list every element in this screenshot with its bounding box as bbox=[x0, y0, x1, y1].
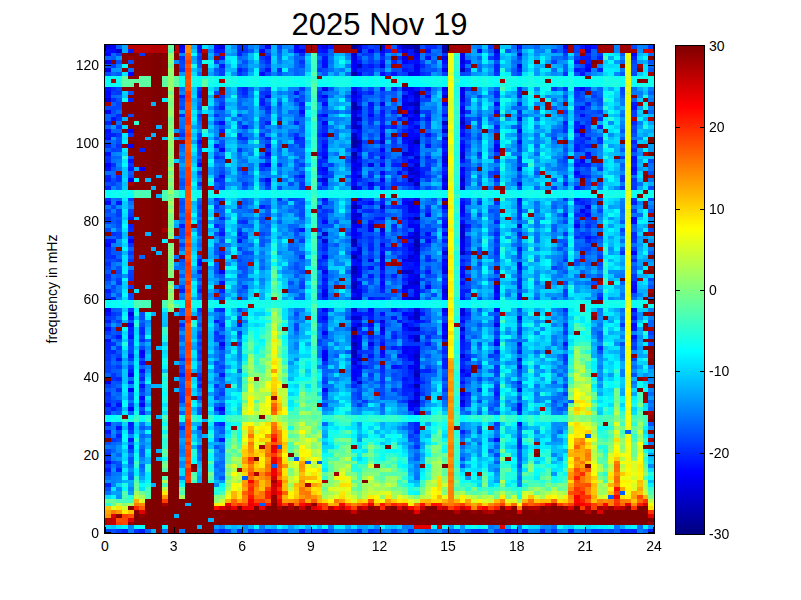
x-tick-label: 24 bbox=[634, 538, 674, 554]
x-tick-label: 6 bbox=[222, 538, 262, 554]
x-tick-label: 18 bbox=[497, 538, 537, 554]
y-tick-label: 60 bbox=[59, 291, 99, 307]
colorbar-tick-label: 20 bbox=[709, 119, 753, 135]
colorbar-tick-label: 0 bbox=[709, 282, 753, 298]
x-tick-label: 3 bbox=[154, 538, 194, 554]
x-tick-label: 21 bbox=[565, 538, 605, 554]
spectrogram-figure: 2025 Nov 19 frequency in mHz 0 3 6 9 12 15 18 2… bbox=[0, 0, 801, 600]
y-axis-label: frequency in mHz bbox=[44, 159, 60, 419]
colorbar-tick-label: -30 bbox=[709, 526, 753, 542]
y-tick-label: 20 bbox=[59, 447, 99, 463]
x-tick-label: 12 bbox=[360, 538, 400, 554]
y-tick-label: 80 bbox=[59, 213, 99, 229]
spectrogram-canvas bbox=[105, 45, 654, 533]
x-tick-label: 15 bbox=[428, 538, 468, 554]
colorbar-canvas bbox=[676, 46, 704, 534]
chart-title: 2025 Nov 19 bbox=[105, 7, 654, 43]
y-tick-label: 40 bbox=[59, 369, 99, 385]
colorbar-tick-label: -20 bbox=[709, 445, 753, 461]
y-tick-label: 0 bbox=[59, 525, 99, 541]
x-tick-label: 9 bbox=[291, 538, 331, 554]
colorbar-tick-label: -10 bbox=[709, 363, 753, 379]
y-tick-label: 100 bbox=[59, 135, 99, 151]
y-tick-label: 120 bbox=[59, 57, 99, 73]
colorbar-tick-label: 30 bbox=[709, 38, 753, 54]
colorbar-tick-label: 10 bbox=[709, 201, 753, 217]
